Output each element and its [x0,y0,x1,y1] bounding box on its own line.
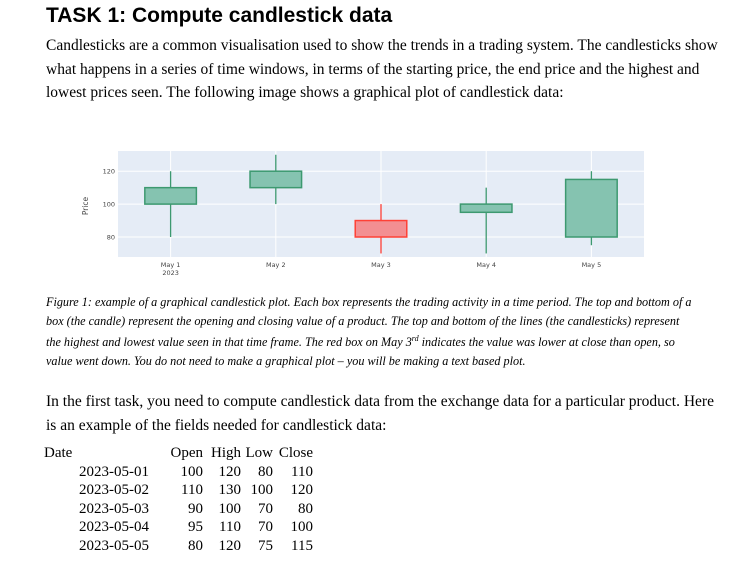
caption-text: Figure 1: example of a graphical candles… [46,295,692,350]
cell-date: 2023-05-01 [79,463,149,480]
cell-open: 95 [188,519,203,535]
candle-body [354,219,408,238]
x-tick-label: May 1 [161,261,181,269]
cell-high: 120 [218,537,242,554]
y-tick-label: 80 [107,234,115,242]
y-tick-label: 120 [103,168,115,176]
table-row: 2023-05-04 95 110 70 100 [44,518,313,537]
cell-open: 110 [181,482,203,498]
table-header-row: Date Open High Low Close [44,444,313,463]
task-heading: TASK 1: Compute candlestick data [46,4,393,27]
cell-low: 75 [258,537,273,554]
candle-body [564,178,618,238]
header-low: Low [245,445,274,461]
table-row: 2023-05-03 90 100 70 80 [44,500,313,519]
cell-low: 70 [258,519,273,535]
cell-close: 110 [291,463,313,480]
x-tick-label: May 2 [266,261,286,269]
cell-open: 100 [180,463,204,480]
candle-body [249,170,303,189]
cell-open: 80 [188,537,203,554]
candle-body [144,186,198,205]
x-tick-label: May 3 [371,261,391,269]
cell-high: 120 [218,463,242,480]
cell-high: 100 [218,500,242,517]
y-axis-title: Price [81,196,90,215]
x-tick-label: May 5 [582,261,602,269]
task-paragraph: In the first task, you need to compute c… [46,393,714,434]
cell-close: 100 [290,519,314,535]
cell-date: 2023-05-04 [79,519,149,535]
header-open: Open [170,445,204,461]
cell-high: 110 [219,519,241,535]
x-tick-label: May 4 [476,261,496,269]
table-row: 2023-05-02 110 130 100 120 [44,481,313,500]
cell-high: 130 [218,482,242,498]
caption-text-end: indicates the value was lower at close t… [46,335,675,368]
header-high: High [211,445,241,461]
cell-date: 2023-05-05 [79,537,149,554]
cell-date: 2023-05-03 [79,500,149,517]
candle-body [459,203,513,214]
intro-paragraph: Candlesticks are a common visualisation … [46,37,718,101]
header-date: Date [44,445,73,461]
cell-low: 70 [258,500,273,517]
cell-close: 80 [298,500,313,517]
table-row: 2023-05-05 80 120 75 115 [44,537,313,556]
header-close: Close [278,445,313,461]
figure-caption: Figure 1: example of a graphical candles… [46,293,696,370]
y-tick-label: 100 [103,201,115,209]
x-tick-year-label: 2023 [162,269,179,277]
cell-low: 80 [258,463,273,480]
cell-open: 90 [188,500,203,517]
cell-date: 2023-05-02 [79,482,149,498]
caption-superscript: rd [411,334,419,343]
cell-close: 120 [290,482,314,498]
cell-close: 115 [291,537,313,554]
cell-low: 100 [250,482,274,498]
candlestick-table: Date Open High Low Close 2023-05-01 100 … [44,444,313,555]
table-row: 2023-05-01 100 120 80 110 [44,463,313,482]
